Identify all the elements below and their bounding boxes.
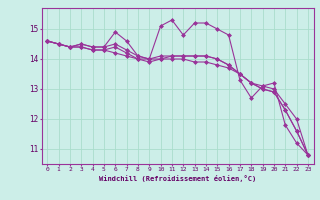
X-axis label: Windchill (Refroidissement éolien,°C): Windchill (Refroidissement éolien,°C) xyxy=(99,175,256,182)
